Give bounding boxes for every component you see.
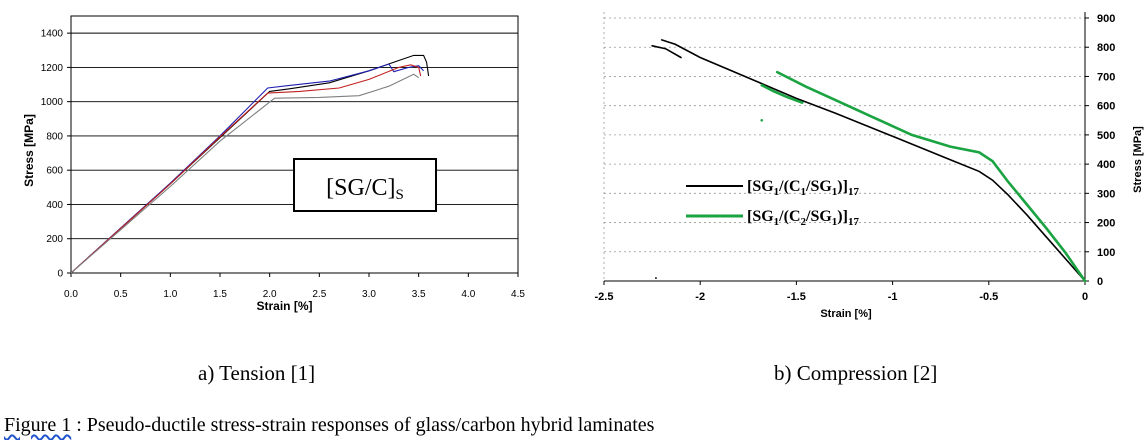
data-speck — [760, 118, 764, 122]
y-tick-label: 800 — [46, 131, 63, 142]
annotation-box — [293, 158, 437, 212]
y-tick-label: 1200 — [41, 63, 64, 74]
series-line-tension-4 — [70, 73, 420, 274]
annotation-main: [SG/C] — [326, 175, 395, 201]
y-tick-label: 0 — [1097, 276, 1103, 288]
series-line-compression-1 — [651, 45, 682, 59]
y-tick-label: 200 — [46, 234, 63, 245]
x-tick-label: 2.0 — [263, 289, 277, 300]
caption-tension: a) Tension [1] — [198, 361, 316, 385]
legend-part: /SG — [805, 178, 832, 195]
series-line-compression-2 — [760, 83, 804, 104]
x-tick-label: -2 — [695, 291, 705, 303]
legend-part: [SG — [747, 178, 774, 195]
y-tick-label: 600 — [46, 166, 63, 177]
x-tick-label: -2.5 — [595, 291, 614, 303]
figure-text: : Pseudo-ductile stress-strain responses… — [71, 414, 655, 436]
x-tick-label: -1 — [888, 291, 898, 303]
series-line-tension-2 — [70, 63, 424, 274]
figure-caption: Figure 1 : Pseudo-ductile stress-strain … — [4, 414, 654, 437]
legend-sub: 1 — [774, 186, 780, 198]
y-tick-label: 300 — [1097, 188, 1115, 200]
y-axis-label: Stress [MPa] — [1132, 126, 1144, 193]
x-tick-label: 2.5 — [312, 289, 326, 300]
figure-label: Figure 1 — [4, 414, 72, 436]
legend-part: /(C — [778, 208, 800, 225]
x-axis-label: Strain [%] — [256, 299, 312, 313]
y-tick-label: 900 — [1097, 13, 1115, 25]
legend-sub: 2 — [801, 216, 807, 228]
x-tick-label: 4.5 — [511, 289, 525, 300]
y-tick-label: 400 — [1097, 159, 1115, 171]
x-tick-label: 0.0 — [64, 289, 78, 300]
chart-compression: 0 100 200 300 400 500 600 700 800 900 -2.5 -2 -1.5 -1… — [595, 12, 1144, 320]
y-tick-label: 0 — [57, 269, 63, 280]
plot-area-tension — [70, 15, 519, 274]
x-tick-label: 0 — [1082, 291, 1088, 303]
x-tick-label: -0.5 — [979, 291, 998, 303]
y-tick-label: 1000 — [41, 97, 64, 108]
legend-part: )] — [837, 178, 848, 195]
legend-part: )] — [837, 208, 848, 225]
x-tick-label: 1.0 — [163, 289, 177, 300]
annotation-sub: S — [396, 187, 404, 203]
x-tick-label: 4.0 — [461, 289, 475, 300]
y-tick-label: 400 — [46, 200, 63, 211]
y-tick-label: 100 — [1097, 247, 1115, 259]
legend-part: [SG — [747, 208, 774, 225]
x-tick-label: 0.5 — [114, 289, 128, 300]
x-tick-label: 3.5 — [412, 289, 426, 300]
legend-part: /(C — [778, 178, 800, 195]
caption-compression: b) Compression [2] — [774, 361, 938, 385]
y-tick-label: 200 — [1097, 218, 1115, 230]
legend-sub: 1 — [832, 186, 838, 198]
y-tick-label: 500 — [1097, 130, 1115, 142]
y-tick-label: 800 — [1097, 42, 1115, 54]
series-line-compression-2 — [775, 70, 1087, 283]
y-tick-label: 1400 — [41, 29, 64, 40]
legend-sub: 1 — [801, 186, 807, 198]
chart-tension: 0 200 400 600 800 1000 1200 1400 0.0 0.5 1.0 1.5 2.0… — [22, 15, 525, 313]
x-tick-label: 1.5 — [213, 289, 227, 300]
series-line-compression-1 — [660, 39, 1086, 282]
legend-sub: 17 — [848, 216, 860, 228]
legend-sub: 1 — [774, 216, 780, 228]
data-speck — [655, 277, 657, 279]
y-tick-label: 700 — [1097, 71, 1115, 83]
y-axis-label: Stress [MPa] — [22, 114, 36, 187]
x-tick-label: 3.0 — [362, 289, 376, 300]
legend-part: /SG — [805, 208, 832, 225]
legend-sub: 17 — [848, 186, 860, 198]
legend-label-2: [SG1/(C2/SG1)]17 — [747, 208, 859, 228]
x-axis-label: Strain [%] — [820, 308, 872, 320]
x-tick-label: -1.5 — [787, 291, 806, 303]
series-line-tension-3 — [70, 64, 422, 274]
legend-label-1: [SG1/(C1/SG1)]17 — [747, 178, 859, 198]
annotation-label: [SG/C]S — [326, 175, 404, 203]
legend-sub: 1 — [832, 216, 838, 228]
y-tick-label: 600 — [1097, 101, 1115, 113]
